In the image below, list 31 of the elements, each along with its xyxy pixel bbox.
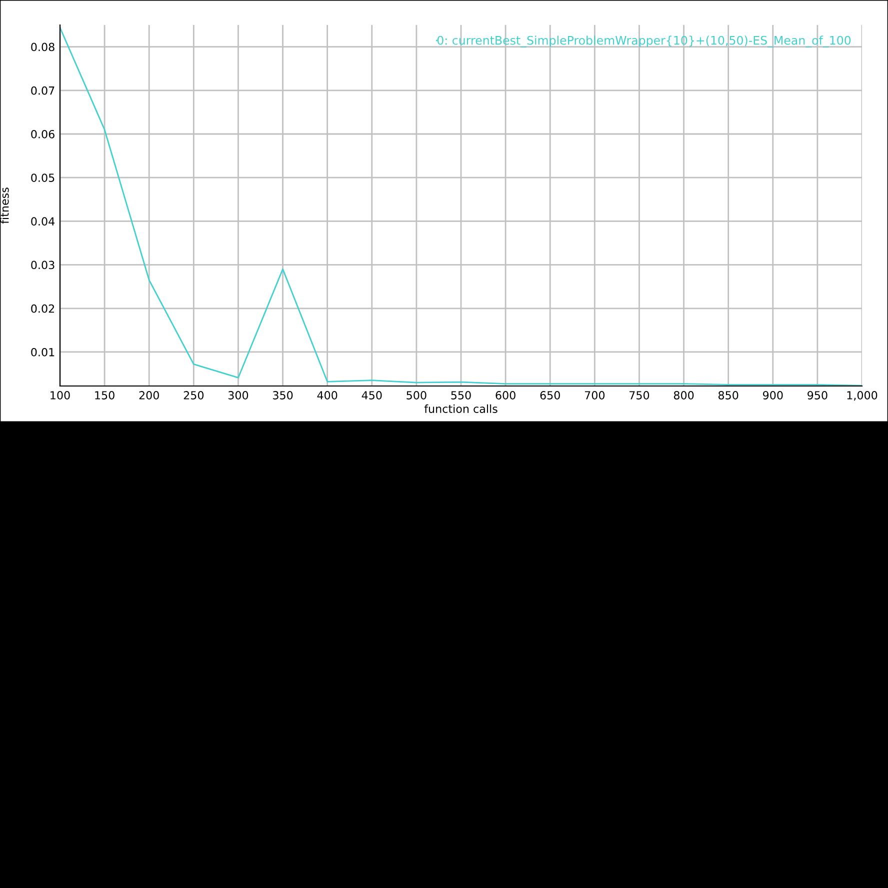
x-tick-label: 600 [496, 391, 516, 400]
y-tick-label: 0.07 [31, 86, 54, 95]
x-tick-label: 800 [674, 391, 694, 400]
x-tick-label: 250 [184, 391, 204, 400]
x-tick-label: 100 [50, 391, 70, 400]
y-axis-title: fitness [0, 188, 9, 224]
y-tick-label: 0.06 [31, 130, 54, 138]
y-tick-label: 0.04 [31, 217, 55, 226]
x-tick-label: 500 [406, 391, 426, 400]
x-tick-label: 850 [718, 391, 738, 400]
y-tick-label: 0.02 [31, 304, 54, 313]
line-series [60, 26, 862, 386]
x-axis-title: function calls [424, 404, 498, 413]
x-tick-label: 950 [808, 391, 828, 400]
x-tick-label: 200 [139, 391, 159, 400]
x-tick-label: 350 [273, 391, 293, 400]
x-tick-label: 300 [228, 391, 248, 400]
x-tick-label: 550 [451, 391, 471, 400]
x-tick-label: 1,000 [847, 391, 878, 401]
y-tick-label: 0.03 [31, 260, 54, 270]
x-tick-label: 650 [540, 391, 560, 400]
x-tick-label: 400 [317, 391, 338, 400]
x-tick-label: 750 [630, 391, 650, 400]
y-tick-label: 0.08 [31, 42, 54, 52]
y-tick-label: 0.01 [31, 348, 54, 356]
legend-label: 0: currentBest_SimpleProblemWrapper{10}+(10,50)-ES_Mean_of_100 [437, 36, 851, 48]
x-tick-label: 900 [762, 391, 783, 400]
y-tick-label: 0.05 [31, 174, 54, 182]
x-tick-label: 700 [584, 391, 605, 400]
x-tick-label: 450 [362, 391, 382, 400]
x-tick-label: 150 [95, 391, 114, 400]
